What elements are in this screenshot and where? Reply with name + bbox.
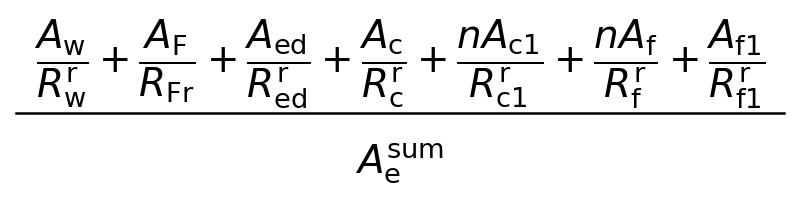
Text: $\dfrac{A_{\mathrm{w}}}{R_{\mathrm{w}}^{\mathrm{r}}} + \dfrac{A_{\mathrm{F}}}{R_: $\dfrac{A_{\mathrm{w}}}{R_{\mathrm{w}}^{…	[34, 17, 766, 110]
Text: $A_{\mathrm{e}}^{\mathrm{sum}}$: $A_{\mathrm{e}}^{\mathrm{sum}}$	[355, 141, 445, 185]
